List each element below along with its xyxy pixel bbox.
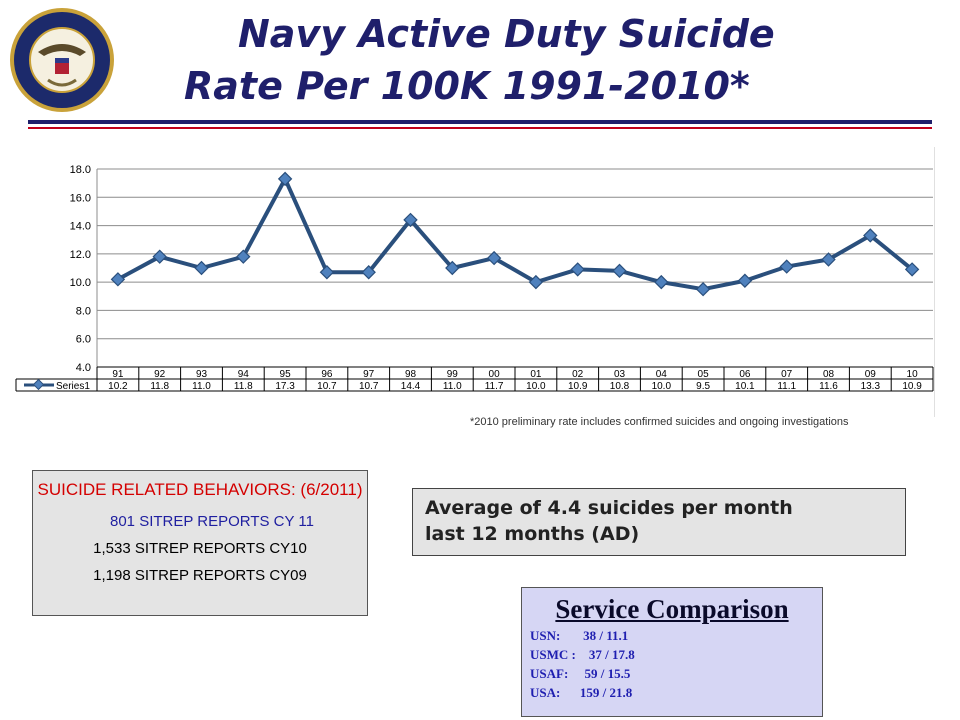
y-tick-label: 8.0	[76, 305, 91, 317]
data-table-value: 13.3	[861, 381, 881, 392]
suicide-rate-line-chart: 4.06.08.010.012.014.016.018.0Series19110…	[15, 164, 934, 392]
y-tick-label: 6.0	[76, 334, 91, 346]
title-line-1: Navy Active Duty Suicide	[238, 12, 775, 56]
service-comparison-heading: Service Comparison	[555, 594, 789, 624]
x-tick-label: 97	[363, 369, 375, 380]
data-point	[612, 263, 627, 279]
x-tick-label: 03	[614, 369, 626, 380]
data-table-value: 10.1	[735, 381, 755, 392]
data-table-value: 10.8	[610, 381, 630, 392]
service-row-usaf: USAF: 59 / 15.5	[530, 666, 631, 681]
x-tick-label: 91	[112, 369, 124, 380]
title-line-2: Rate Per 100K 1991-2010*	[184, 64, 750, 108]
data-table-value: 10.7	[317, 381, 337, 392]
y-tick-label: 10.0	[70, 277, 91, 289]
data-table-value: 10.0	[652, 381, 672, 392]
data-point	[528, 274, 544, 290]
data-point	[194, 260, 209, 276]
data-point	[695, 282, 711, 297]
data-table-value: 10.7	[359, 381, 379, 392]
legend-label: Series1	[56, 381, 90, 392]
data-point	[445, 260, 460, 276]
data-point	[904, 262, 920, 277]
x-tick-label: 07	[781, 369, 793, 380]
data-table-value: 14.4	[401, 381, 421, 392]
y-tick-label: 18.0	[70, 164, 91, 176]
service-comparison-box: Service Comparison USN: 38 / 11.1 USMC :…	[521, 587, 823, 717]
data-point	[277, 171, 293, 187]
average-line-2: last 12 months (AD)	[425, 523, 640, 545]
data-table-value: 17.3	[275, 381, 295, 392]
series-line	[116, 176, 914, 292]
data-point	[737, 273, 753, 288]
x-tick-label: 94	[238, 369, 250, 380]
x-tick-label: 10	[907, 369, 919, 380]
suicide-behaviors-box: SUICIDE RELATED BEHAVIORS: (6/2011) 801 …	[32, 470, 368, 616]
x-tick-label: 93	[196, 369, 208, 380]
data-table-value: 9.5	[696, 381, 710, 392]
data-point	[403, 212, 418, 228]
data-table-value: 11.0	[192, 381, 211, 392]
data-table-value: 10.9	[568, 381, 588, 392]
data-table-value: 10.2	[108, 381, 128, 392]
navy-seal-logo	[10, 8, 114, 112]
x-tick-label: 09	[865, 369, 877, 380]
data-table-value: 10.9	[902, 381, 922, 392]
x-tick-label: 98	[405, 369, 417, 380]
y-tick-label: 12.0	[70, 249, 91, 261]
x-tick-label: 05	[698, 369, 710, 380]
title-rule-dark	[28, 120, 932, 124]
y-tick-label: 16.0	[70, 192, 91, 204]
data-point	[863, 228, 878, 243]
x-tick-label: 95	[280, 369, 292, 380]
x-tick-label: 92	[154, 369, 166, 380]
data-point	[821, 252, 836, 267]
y-tick-label: 4.0	[76, 362, 91, 374]
service-row-usn: USN: 38 / 11.1	[530, 628, 629, 643]
data-table-value: 11.7	[485, 381, 504, 392]
data-table-value: 11.8	[150, 381, 169, 392]
title-rule-red	[28, 127, 932, 129]
x-tick-label: 08	[823, 369, 835, 380]
behaviors-cy09: 1,198 SITREP REPORTS CY09	[93, 567, 307, 584]
chart-footnote: *2010 preliminary rate includes confirme…	[470, 416, 849, 428]
data-table-value: 11.1	[777, 381, 796, 392]
data-point	[236, 249, 251, 264]
data-point	[779, 259, 794, 274]
data-table-value: 11.6	[819, 381, 838, 392]
data-point	[486, 250, 502, 266]
service-row-usa: USA: 159 / 21.8	[530, 685, 633, 700]
legend-marker	[32, 378, 45, 391]
data-point	[361, 265, 376, 280]
slide-title: Navy Active Duty Suicide Rate Per 100K 1…	[120, 8, 940, 112]
x-tick-label: 06	[739, 369, 751, 380]
behaviors-cy11: 801 SITREP REPORTS CY 11	[110, 513, 314, 530]
data-point	[570, 262, 585, 277]
x-tick-label: 96	[321, 369, 333, 380]
data-point	[654, 274, 669, 290]
chart-container: 4.0 6.0 8.0 10.0 12.0 14.0 16.0 18.0 Series1 91 10…	[10, 147, 935, 417]
data-table-value: 10.0	[526, 381, 546, 392]
x-tick-label: 01	[530, 369, 542, 380]
x-tick-label: 00	[489, 369, 501, 380]
x-tick-label: 99	[447, 369, 459, 380]
x-tick-label: 02	[572, 369, 584, 380]
service-row-usmc: USMC : 37 / 17.8	[530, 647, 635, 662]
behaviors-heading: SUICIDE RELATED BEHAVIORS: (6/2011)	[37, 480, 363, 499]
average-line-1: Average of 4.4 suicides per month	[425, 497, 793, 519]
behaviors-cy10: 1,533 SITREP REPORTS CY10	[93, 540, 307, 557]
data-table-value: 11.8	[234, 381, 253, 392]
data-table-value: 11.0	[443, 381, 462, 392]
data-point	[110, 272, 126, 287]
data-point	[319, 265, 335, 280]
data-point	[152, 249, 167, 264]
y-tick-label: 14.0	[70, 221, 91, 233]
average-box: Average of 4.4 suicides per month last 1…	[412, 488, 906, 556]
x-tick-label: 04	[656, 369, 668, 380]
